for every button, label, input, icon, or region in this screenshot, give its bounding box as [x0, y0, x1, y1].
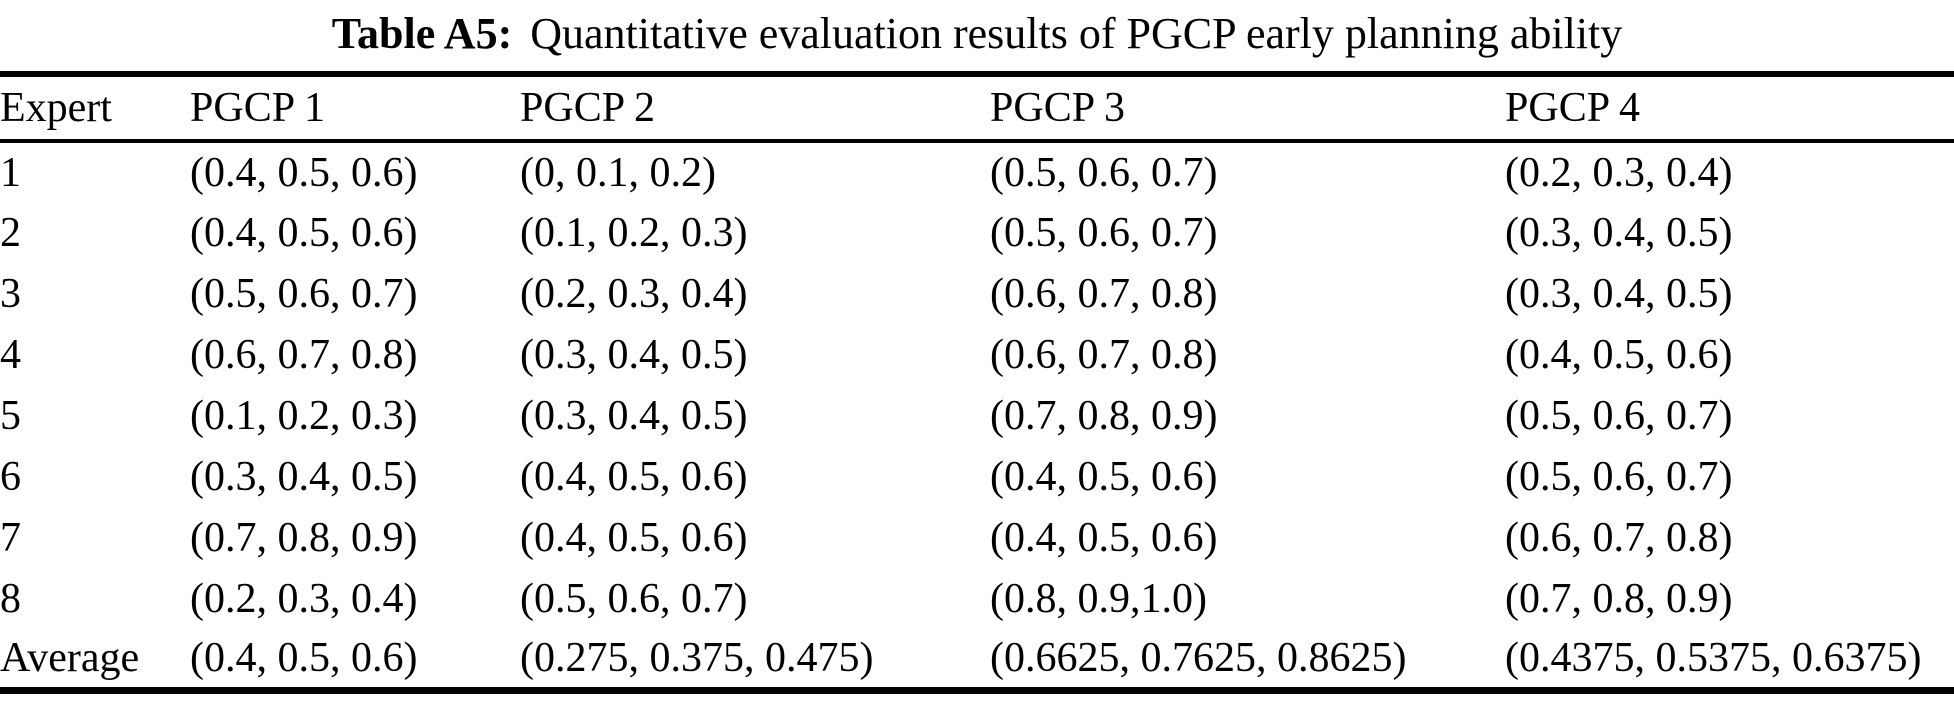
- value-cell: (0.7, 0.8, 0.9): [190, 514, 418, 561]
- value-cell: (0.275, 0.375, 0.475): [520, 634, 874, 681]
- expert-cell: 4: [0, 331, 21, 378]
- value-cell: (0.4, 0.5, 0.6): [990, 453, 1218, 500]
- header-row: Expert PGCP 1 PGCP 2 PGCP 3 PGCP 4: [0, 74, 1954, 141]
- table-row: 7 (0.7, 0.8, 0.9) (0.4, 0.5, 0.6) (0.4, …: [0, 507, 1954, 568]
- value-cell: (0.4, 0.5, 0.6): [990, 514, 1218, 561]
- expert-cell: 8: [0, 575, 21, 622]
- value-cell: (0.4, 0.5, 0.6): [190, 209, 418, 256]
- expert-cell: 1: [0, 149, 21, 196]
- value-cell: (0.5, 0.6, 0.7): [1505, 453, 1733, 500]
- expert-cell: Average: [0, 634, 140, 681]
- value-cell: (0.4375, 0.5375, 0.6375): [1505, 634, 1922, 681]
- column-header-pgcp2: PGCP 2: [520, 85, 656, 131]
- value-cell: (0.6, 0.7, 0.8): [990, 270, 1218, 317]
- column-header-pgcp1: PGCP 1: [190, 85, 326, 131]
- expert-cell: 7: [0, 514, 21, 561]
- value-cell: (0, 0.1, 0.2): [520, 149, 716, 196]
- value-cell: (0.3, 0.4, 0.5): [190, 453, 418, 500]
- value-cell: (0.3, 0.4, 0.5): [520, 331, 748, 378]
- column-header-pgcp3: PGCP 3: [990, 85, 1126, 131]
- table-caption-text: Quantitative evaluation results of PGCP …: [530, 9, 1623, 58]
- value-cell: (0.2, 0.3, 0.4): [520, 270, 748, 317]
- table-row-average: Average (0.4, 0.5, 0.6) (0.275, 0.375, 0…: [0, 629, 1954, 690]
- value-cell: (0.6, 0.7, 0.8): [190, 331, 418, 378]
- value-cell: (0.5, 0.6, 0.7): [990, 149, 1218, 196]
- table-row: 4 (0.6, 0.7, 0.8) (0.3, 0.4, 0.5) (0.6, …: [0, 324, 1954, 385]
- expert-cell: 5: [0, 392, 21, 439]
- value-cell: (0.3, 0.4, 0.5): [1505, 270, 1733, 317]
- table-row: 5 (0.1, 0.2, 0.3) (0.3, 0.4, 0.5) (0.7, …: [0, 385, 1954, 446]
- value-cell: (0.6625, 0.7625, 0.8625): [990, 634, 1407, 681]
- value-cell: (0.6, 0.7, 0.8): [990, 331, 1218, 378]
- value-cell: (0.5, 0.6, 0.7): [990, 209, 1218, 256]
- value-cell: (0.4, 0.5, 0.6): [190, 149, 418, 196]
- value-cell: (0.8, 0.9,1.0): [990, 575, 1207, 622]
- value-cell: (0.4, 0.5, 0.6): [520, 453, 748, 500]
- expert-cell: 6: [0, 453, 21, 500]
- expert-cell: 3: [0, 270, 21, 317]
- value-cell: (0.2, 0.3, 0.4): [1505, 149, 1733, 196]
- table-caption: Table A5: Quantitative evaluation results…: [0, 0, 1954, 71]
- value-cell: (0.3, 0.4, 0.5): [1505, 209, 1733, 256]
- value-cell: (0.5, 0.6, 0.7): [1505, 392, 1733, 439]
- value-cell: (0.4, 0.5, 0.6): [520, 514, 748, 561]
- value-cell: (0.4, 0.5, 0.6): [1505, 331, 1733, 378]
- value-cell: (0.2, 0.3, 0.4): [190, 575, 418, 622]
- table-row: 6 (0.3, 0.4, 0.5) (0.4, 0.5, 0.6) (0.4, …: [0, 446, 1954, 507]
- value-cell: (0.5, 0.6, 0.7): [520, 575, 748, 622]
- table-row: 8 (0.2, 0.3, 0.4) (0.5, 0.6, 0.7) (0.8, …: [0, 568, 1954, 629]
- value-cell: (0.4, 0.5, 0.6): [190, 634, 418, 681]
- value-cell: (0.7, 0.8, 0.9): [990, 392, 1218, 439]
- value-cell: (0.7, 0.8, 0.9): [1505, 575, 1733, 622]
- expert-cell: 2: [0, 209, 21, 256]
- value-cell: (0.6, 0.7, 0.8): [1505, 514, 1733, 561]
- column-header-expert: Expert: [0, 85, 112, 131]
- column-header-pgcp4: PGCP 4: [1505, 85, 1641, 131]
- value-cell: (0.1, 0.2, 0.3): [520, 209, 748, 256]
- table-row: 1 (0.4, 0.5, 0.6) (0, 0.1, 0.2) (0.5, 0.…: [0, 141, 1954, 202]
- table-row: 3 (0.5, 0.6, 0.7) (0.2, 0.3, 0.4) (0.6, …: [0, 263, 1954, 324]
- table-caption-label: Table A5:: [331, 9, 513, 58]
- evaluation-table: Expert PGCP 1 PGCP 2 PGCP 3 PGCP 4 1 (0.…: [0, 71, 1954, 694]
- value-cell: (0.1, 0.2, 0.3): [190, 392, 418, 439]
- table-row: 2 (0.4, 0.5, 0.6) (0.1, 0.2, 0.3) (0.5, …: [0, 202, 1954, 263]
- value-cell: (0.5, 0.6, 0.7): [190, 270, 418, 317]
- value-cell: (0.3, 0.4, 0.5): [520, 392, 748, 439]
